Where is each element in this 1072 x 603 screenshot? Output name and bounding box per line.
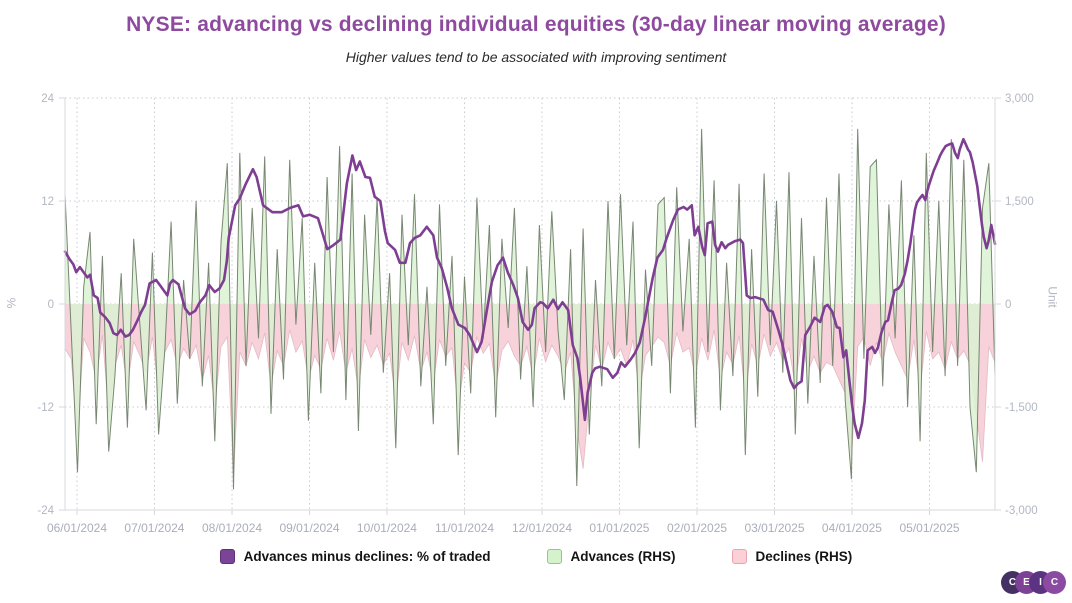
x-tick-label: 05/01/2025 <box>899 521 959 535</box>
x-tick-label: 06/01/2024 <box>47 521 107 535</box>
y-left-tick-label: 12 <box>41 196 54 208</box>
y-right-tick-label: -1,500 <box>1005 402 1038 414</box>
page-title: NYSE: advancing vs declining individual … <box>126 13 946 36</box>
advances-edge <box>64 128 996 490</box>
net-advances-line <box>63 137 997 440</box>
logo-letter-icon: C <box>1043 571 1066 594</box>
legend: Advances minus declines: % of traded Adv… <box>0 549 1072 564</box>
x-tick-label: 03/01/2025 <box>744 521 804 535</box>
y-left-tick-label: -24 <box>37 505 54 517</box>
y-right-tick-label: 3,000 <box>1005 93 1034 105</box>
y-right-tick-label: -3,000 <box>1005 505 1038 517</box>
declines-edge <box>64 329 996 476</box>
declines-swatch-icon <box>731 549 747 564</box>
y-axis-left-title: % <box>4 297 19 309</box>
x-tick-label: 12/01/2024 <box>512 521 572 535</box>
x-tick-label: 04/01/2025 <box>822 521 882 535</box>
advances-swatch-icon <box>546 549 562 564</box>
declines-area <box>65 304 995 476</box>
legend-item-net-line[interactable]: Advances minus declines: % of traded <box>219 549 491 564</box>
x-tick-label: 01/01/2025 <box>589 521 649 535</box>
legend-label: Advances (RHS) <box>570 549 676 564</box>
y-left-tick-label: 24 <box>41 93 54 105</box>
ceic-logo: C E I C <box>1001 571 1066 594</box>
y-axis-right-title: Unit <box>1045 286 1060 308</box>
y-left-tick-label: 0 <box>48 299 54 311</box>
y-right-tick-label: 1,500 <box>1005 196 1034 208</box>
legend-item-declines[interactable]: Declines (RHS) <box>731 549 853 564</box>
y-right-tick-label: 0 <box>1005 299 1011 311</box>
chart-subtitle: Higher values tend to be associated with… <box>345 49 727 65</box>
x-tick-label: 10/01/2024 <box>357 521 417 535</box>
x-tick-label: 02/01/2025 <box>667 521 727 535</box>
legend-label: Declines (RHS) <box>755 549 853 564</box>
y-left-tick-label: -12 <box>37 402 54 414</box>
x-tick-label: 07/01/2024 <box>124 521 184 535</box>
x-tick-label: 11/01/2024 <box>435 521 494 535</box>
x-tick-label: 08/01/2024 <box>202 521 262 535</box>
x-tick-label: 09/01/2024 <box>279 521 339 535</box>
advances-area <box>65 128 995 490</box>
legend-label: Advances minus declines: % of traded <box>243 549 491 564</box>
legend-item-advances[interactable]: Advances (RHS) <box>546 549 676 564</box>
net-line-swatch-icon <box>219 549 235 564</box>
